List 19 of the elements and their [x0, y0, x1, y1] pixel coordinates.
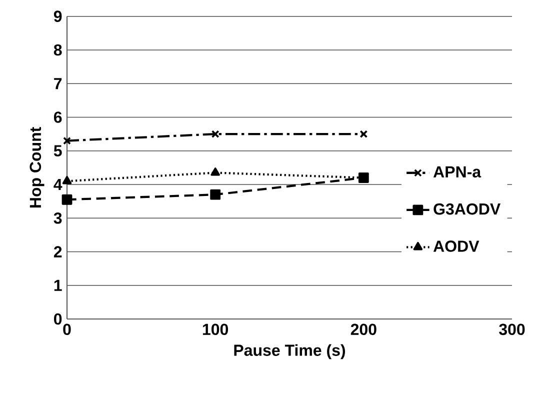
y-tick-label: 5 — [54, 145, 62, 156]
x-tick-label: 100 — [202, 324, 228, 336]
legend-label: AODV — [433, 240, 480, 252]
y-tick-label: 8 — [54, 44, 62, 56]
y-tick-label: 2 — [54, 246, 62, 258]
x-tick-label: 200 — [350, 324, 376, 336]
legend-label: G3AODV — [434, 203, 501, 215]
y-tick-label: 4 — [54, 178, 62, 190]
x-tick-label: 0 — [63, 324, 71, 336]
y-tick-label: 1 — [54, 280, 62, 291]
legend-label: APN-a — [433, 166, 482, 178]
y-axis-title: Hop Count — [30, 127, 44, 208]
y-tick-label: 0 — [54, 313, 62, 325]
y-tick-label: 7 — [54, 78, 62, 90]
y-tick-label: 6 — [54, 112, 62, 123]
x-axis-title: Pause Time (s) — [234, 344, 346, 360]
x-tick-label: 300 — [499, 324, 525, 336]
y-tick-label: 9 — [54, 10, 62, 22]
y-tick-label: 3 — [54, 212, 62, 224]
